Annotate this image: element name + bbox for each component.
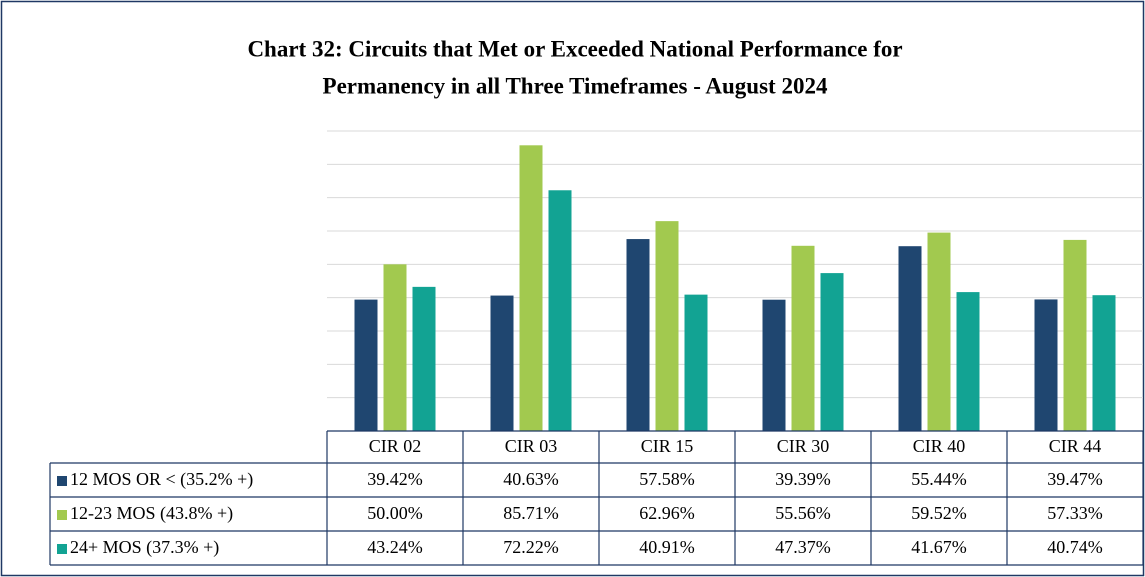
bar xyxy=(354,299,378,431)
data-label: 41.67% xyxy=(911,537,967,557)
data-label: 39.47% xyxy=(1047,469,1103,489)
data-label: 43.24% xyxy=(367,537,423,557)
data-label: 47.37% xyxy=(775,537,831,557)
legend-swatch xyxy=(57,510,67,520)
chart-title: Permanency in all Three Timeframes - Aug… xyxy=(323,73,828,98)
bar xyxy=(1092,295,1116,431)
bar xyxy=(1063,239,1087,431)
legend-swatch xyxy=(57,476,67,486)
bar xyxy=(1034,299,1058,431)
data-label: 72.22% xyxy=(503,537,559,557)
data-label: 39.42% xyxy=(367,469,423,489)
x-tick-label: CIR 40 xyxy=(913,436,966,456)
data-label: 59.52% xyxy=(911,503,967,523)
data-label: 57.58% xyxy=(639,469,695,489)
chart-title: Chart 32: Circuits that Met or Exceeded … xyxy=(247,36,902,61)
data-label: 40.74% xyxy=(1047,537,1103,557)
x-tick-label: CIR 30 xyxy=(777,436,830,456)
data-label: 55.44% xyxy=(911,469,967,489)
bar xyxy=(626,239,650,431)
data-label: 39.39% xyxy=(775,469,831,489)
bar xyxy=(956,292,980,431)
data-label: 50.00% xyxy=(367,503,423,523)
bar xyxy=(820,273,844,431)
bar xyxy=(898,246,922,431)
legend-label: 24+ MOS (37.3% +) xyxy=(70,537,219,558)
bar xyxy=(927,232,951,431)
bar xyxy=(791,245,815,431)
bar xyxy=(383,264,407,431)
legend-swatch xyxy=(57,544,67,554)
x-tick-label: CIR 44 xyxy=(1049,436,1102,456)
legend-label: 12 MOS OR < (35.2% +) xyxy=(70,469,253,490)
data-label: 55.56% xyxy=(775,503,831,523)
bar xyxy=(519,145,543,432)
data-label: 40.63% xyxy=(503,469,559,489)
legend-label: 12-23 MOS (43.8% +) xyxy=(70,503,233,524)
bar xyxy=(412,286,436,431)
bar xyxy=(684,294,708,431)
data-label: 40.91% xyxy=(639,537,695,557)
data-label: 85.71% xyxy=(503,503,559,523)
bar xyxy=(762,299,786,431)
data-label: 62.96% xyxy=(639,503,695,523)
bar xyxy=(548,190,572,431)
x-tick-label: CIR 15 xyxy=(641,436,694,456)
data-label: 57.33% xyxy=(1047,503,1103,523)
x-tick-label: CIR 02 xyxy=(369,436,422,456)
bar xyxy=(490,295,514,431)
x-tick-label: CIR 03 xyxy=(505,436,558,456)
bar xyxy=(655,221,679,431)
